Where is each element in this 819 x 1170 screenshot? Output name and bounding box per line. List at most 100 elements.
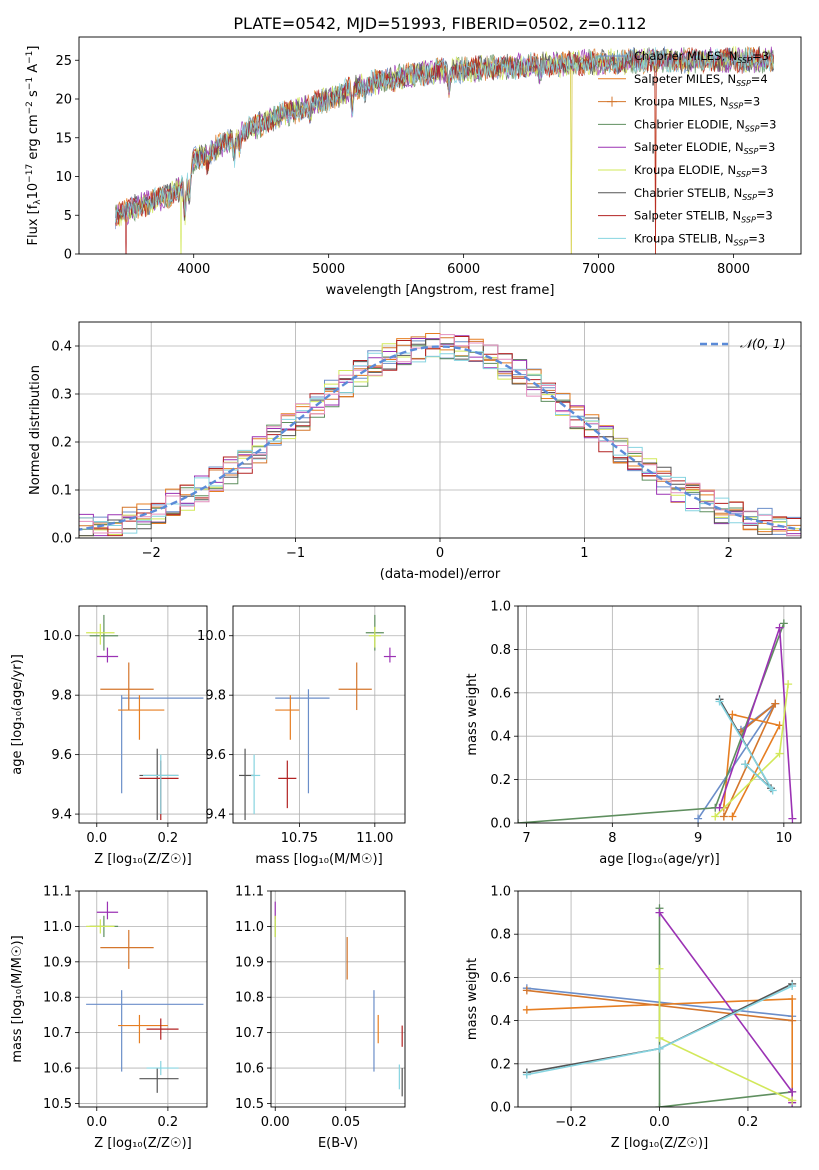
legend-entry-tail: =3: [743, 95, 760, 109]
age-vs-mass-ytick-label: 9.8: [205, 689, 226, 704]
legend-entry-tail: =3: [756, 209, 773, 223]
weight-vs-age-marker: [775, 721, 784, 730]
mass-vs-ebv-ytick-label: 11.1: [235, 885, 264, 900]
weight-vs-age-marker: [775, 749, 784, 758]
weight-vs-Z-axes-frame: [517, 890, 802, 1108]
spectrum-xlabel: wavelength [Angstrom, rest frame]: [326, 283, 555, 298]
normal-curve: [79, 345, 801, 531]
legend-entry-tail: =3: [748, 231, 765, 245]
weight-vs-age-ytick-label: 0.0: [490, 817, 511, 832]
weight-vs-Z-ytick-label: 0.0: [490, 1101, 511, 1116]
age-vs-Z-xlabel: Z [log₁₀(Z/Z☉)]: [94, 852, 191, 867]
legend-entry-sub: SSP: [736, 170, 751, 179]
mass-vs-Z-plot-area: [79, 891, 207, 1107]
weight-vs-age-marker: [715, 803, 724, 812]
weight-vs-age-marker: [788, 814, 797, 823]
legend-entry-text: Salpeter MILES, N: [634, 72, 736, 86]
mass-vs-ebv-ytick-label: 10.8: [235, 991, 264, 1006]
age-vs-Z-ytick-label: 9.4: [51, 808, 72, 823]
weight-vs-Z-marker: [788, 982, 797, 991]
mass-vs-Z-axes-frame: [78, 890, 208, 1108]
age-vs-mass-axes-frame: [232, 605, 406, 824]
residuals-xtick-label: 1: [580, 546, 588, 561]
spectrum-ylabel-part: λ: [33, 199, 43, 205]
weight-vs-age-marker: [694, 814, 703, 823]
age-vs-Z-axes-frame: [78, 605, 208, 824]
weight-vs-age-axes-frame: [517, 605, 802, 824]
age-vs-Z-ytick-label: 9.8: [51, 689, 72, 704]
spectrum-ytick-label: 15: [55, 131, 72, 146]
spectrum-xtick-label: 4000: [177, 262, 210, 277]
weight-vs-age-marker: [715, 697, 724, 706]
weight-vs-Z-marker: [655, 1103, 664, 1107]
mass-vs-ebv-plot-area: [271, 891, 405, 1107]
mass-vs-Z-ylabel: mass [log₁₀(M/M☉)]: [10, 935, 25, 1062]
legend-entry-tail: =3: [758, 140, 775, 154]
mass-vs-ebv-xtick-label: 0.00: [261, 1115, 290, 1130]
weight-vs-age-xtick-label: 9: [694, 831, 702, 846]
weight-vs-age-marker: [771, 699, 780, 708]
weight-vs-age-marker: [768, 786, 777, 795]
legend-entry-text: Kroupa STELIB, N: [634, 231, 734, 245]
weight-vs-Z-marker: [522, 1070, 531, 1079]
mass-vs-Z-xtick-label: 0.0: [86, 1115, 107, 1130]
spectrum-ylabel-part: 10: [26, 183, 41, 200]
spectrum-ylabel-part: Flux [f: [26, 204, 41, 245]
weight-vs-age-ytick-label: 0.4: [490, 730, 511, 745]
weight-vs-Z-ytick-label: 0.6: [490, 971, 511, 986]
spectrum-xtick-label: 8000: [717, 262, 750, 277]
spectrum-xtick-label: 7000: [582, 262, 615, 277]
weight-vs-age-ylabel: mass weight: [465, 673, 480, 755]
weight-vs-Z-ytick-label: 0.4: [490, 1014, 511, 1029]
age-vs-mass-xtick-label: 10.75: [281, 831, 318, 846]
figure-title: PLATE=0542, MJD=51993, FIBERID=0502, z=0…: [233, 14, 646, 33]
residuals-ytick-label: 0.4: [51, 340, 72, 355]
legend-entry-tail: =3: [752, 49, 769, 63]
weight-vs-age-ytick-label: 0.6: [490, 686, 511, 701]
legend-entry-sub: SSP: [742, 193, 757, 202]
mass-vs-ebv-ytick-label: 11.0: [235, 920, 264, 935]
age-vs-Z-plot-area: [79, 606, 207, 823]
mass-vs-Z-ytick-label: 10.7: [43, 1026, 72, 1041]
weight-vs-Z-xtick-label: 0.2: [738, 1115, 759, 1130]
legend-entry-text: Kroupa ELODIE, N: [634, 163, 736, 177]
spectrum-ytick-label: 5: [64, 209, 72, 224]
age-vs-mass-plot-area: [233, 606, 405, 823]
legend-entry: Kroupa STELIB, NSSP=3: [634, 231, 765, 247]
weight-vs-age-marker: [784, 680, 793, 689]
age-vs-Z-xtick-label: 0.2: [158, 831, 179, 846]
spectrum-xtick-label: 6000: [447, 262, 480, 277]
spectrum-xtick-label: 5000: [312, 262, 345, 277]
residuals-xlabel: (data-model)/error: [380, 567, 501, 582]
mass-vs-ebv-ytick-label: 10.5: [235, 1097, 264, 1112]
legend-entry-sub: SSP: [745, 124, 760, 133]
mass-vs-ebv-axes-frame: [270, 890, 406, 1108]
residuals-ytick-label: 0.2: [51, 436, 72, 451]
spectrum-ylabel-part: s: [26, 90, 41, 101]
legend-entry: Salpeter STELIB, NSSP=3: [634, 209, 773, 225]
spectrum-ylabel-part: −1: [25, 77, 35, 90]
weight-vs-Z-xlabel: Z [log₁₀(Z/Z☉)]: [611, 1136, 708, 1151]
spectrum-panel: 4000 5000 6000 7000 8000 0 5 10 15 20 25 wavelength…: [25, 36, 802, 298]
spectrum-series-chabrier-stelib: [115, 46, 775, 221]
spectrum-ylabel-part: −1: [25, 51, 35, 64]
age-vs-mass-xlabel: mass [log₁₀(M/M☉)]: [255, 852, 382, 867]
age-vs-mass-ytick-label: 10.0: [197, 629, 226, 644]
legend-entry-sub: SSP: [741, 216, 756, 225]
weight-vs-age-xtick-label: 10: [776, 831, 793, 846]
weight-vs-Z-marker: [655, 964, 664, 973]
weight-vs-age-panel: 7 8 9 10 0.0 0.2 0.4 0.6 0.8 1.0 age [log₁₀(age/yr…: [465, 600, 802, 867]
weight-vs-age-ytick-label: 0.2: [490, 773, 511, 788]
legend-entry-text: Salpeter ELODIE, N: [634, 140, 744, 154]
weight-vs-age-ytick-label: 0.8: [490, 643, 511, 658]
spectrum-ylabel-part: A: [26, 64, 41, 77]
weight-vs-Z-marker: [522, 986, 531, 995]
residuals-xtick-label: −1: [286, 546, 305, 561]
weight-vs-age-marker: [711, 812, 720, 821]
residuals-axes-frame: [78, 321, 802, 539]
spectrum-series-salpeter-stelib: [115, 47, 775, 254]
age-vs-mass-xtick-label: 11.00: [356, 831, 393, 846]
spectrum-axes-frame: [78, 36, 802, 255]
